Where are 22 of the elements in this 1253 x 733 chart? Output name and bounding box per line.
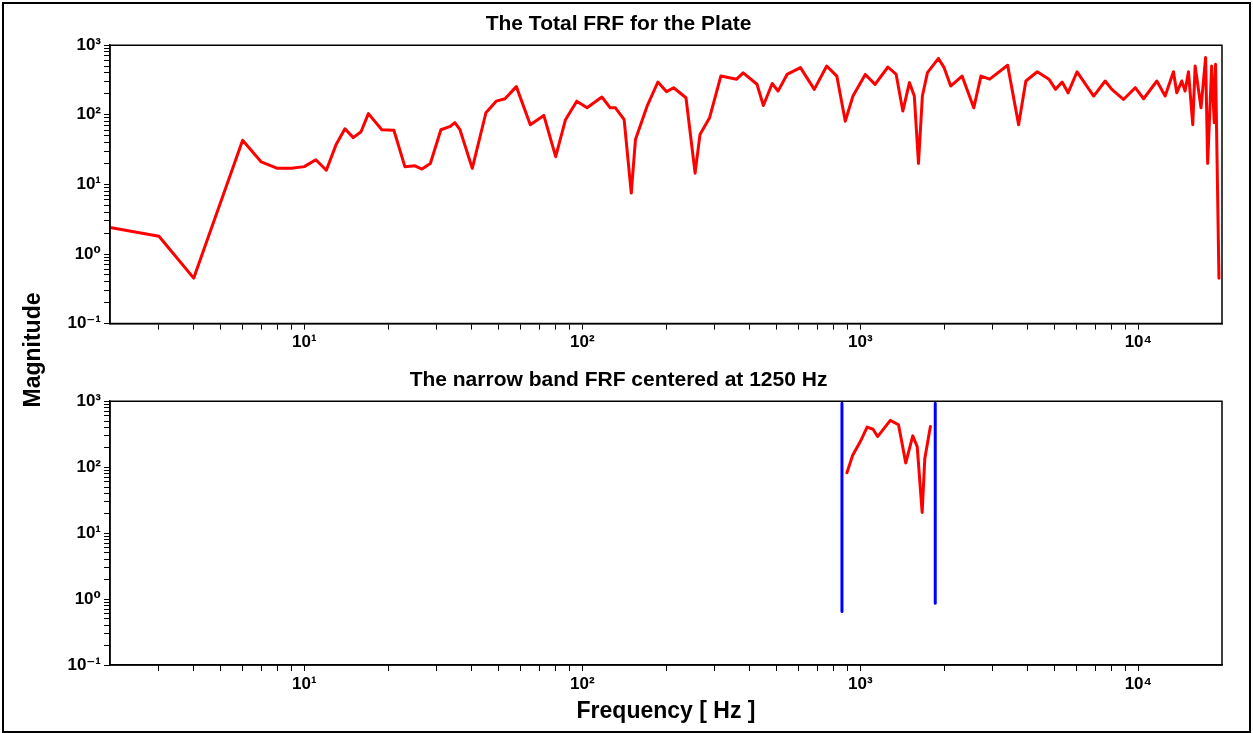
y-tick-label: 10³: [76, 34, 102, 54]
y-tick-label: 10²: [76, 104, 102, 124]
y-axis-title: Magnitude: [18, 292, 46, 408]
y-tick-label: 10¹: [76, 174, 102, 194]
x-axis-title: Frequency [ Hz ]: [576, 696, 756, 723]
y-tick-label: 10⁻¹: [67, 654, 102, 674]
x-tick-label: 10⁴: [1124, 673, 1152, 693]
y-tick-label: 10²: [76, 456, 102, 476]
x-tick-label: 10³: [848, 673, 873, 693]
y-tick-label: 10⁰: [74, 588, 101, 608]
x-tick-label: 10²: [570, 332, 595, 352]
chart-title: The Total FRF for the Plate: [485, 11, 752, 35]
y-tick-label: 10⁻¹: [67, 313, 102, 333]
y-tick-label: 10¹: [76, 522, 102, 542]
chart-title: The narrow band FRF centered at 1250 Hz: [409, 367, 828, 391]
x-tick-label: 10⁴: [1124, 332, 1152, 352]
x-tick-label: 10¹: [292, 332, 317, 352]
y-tick-label: 10³: [76, 390, 102, 410]
x-tick-label: 10¹: [292, 673, 317, 693]
y-tick-label: 10⁰: [74, 243, 101, 263]
x-tick-label: 10³: [848, 332, 873, 352]
x-tick-label: 10²: [570, 673, 595, 693]
